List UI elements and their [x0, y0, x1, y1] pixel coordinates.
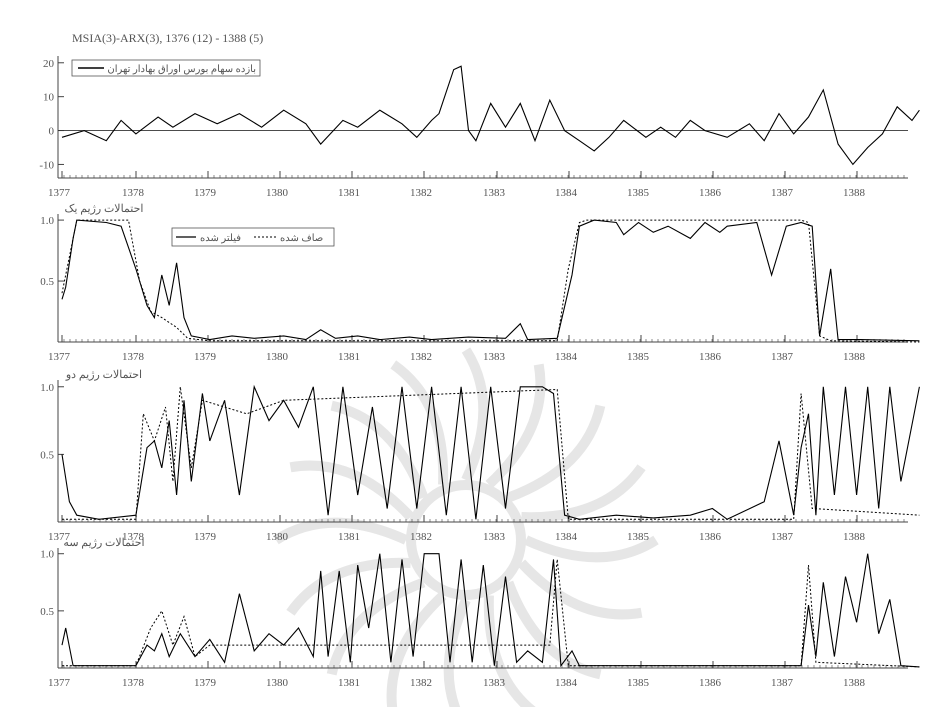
- x-tick-label: 1380: [266, 187, 289, 199]
- x-tick-label: 1385: [627, 351, 650, 363]
- legend: بازده سهام بورس اوراق بهادار تهران: [72, 60, 260, 76]
- panel-1: 1377 1378 1379 1380 1381 1382 1383 1384 1385 1386…: [39, 56, 919, 199]
- panel-2: 1377 1378 1379 1380 1381 1382 1383 1384 1385 1386…: [40, 203, 919, 363]
- series-line-filtered: [62, 66, 919, 164]
- x-tick-label: 1382: [410, 351, 432, 363]
- x-tick-label: 1385: [627, 677, 650, 689]
- x-tick-label: 1387: [771, 677, 794, 689]
- x-tick-label: 1383: [483, 677, 506, 689]
- y-tick-label: 0.5: [40, 276, 54, 288]
- x-tick-label: 1384: [555, 351, 578, 363]
- y-tick-label: -10: [39, 159, 54, 171]
- x-tick-label: 1384: [555, 677, 578, 689]
- panel-title: احتمالات رژیم یک: [65, 203, 144, 215]
- x-tick-label: 1387: [771, 187, 794, 199]
- x-tick-label: 1380: [266, 531, 289, 543]
- x-tick-label: 1377: [48, 677, 71, 689]
- x-tick-label: 1379: [194, 351, 217, 363]
- x-tick-label: 1386: [699, 187, 722, 199]
- x-tick-label: 1382: [410, 531, 432, 543]
- x-tick-label: 1378: [122, 677, 145, 689]
- panel-4: 1377 1378 1379 1380 1381 1382 1383 1384 1385 1386…: [40, 537, 919, 689]
- x-tick-label: 1381: [338, 677, 360, 689]
- x-tick-label: 1380: [266, 677, 289, 689]
- x-tick-label: 1378: [122, 187, 145, 199]
- x-tick-label: 1385: [627, 531, 650, 543]
- y-tick-label: 1.0: [40, 382, 54, 394]
- x-tick-label: 1388: [843, 187, 866, 199]
- figure-title: MSIA(3)-ARX(3), 1376 (12) - 1388 (5): [72, 31, 263, 45]
- x-tick-label: 1383: [483, 187, 506, 199]
- x-tick-label: 1378: [122, 351, 145, 363]
- legend-label: بازده سهام بورس اوراق بهادار تهران: [107, 64, 256, 75]
- x-tick-label: 1381: [338, 187, 360, 199]
- x-tick-label: 1381: [338, 351, 360, 363]
- x-tick-label: 1383: [483, 531, 506, 543]
- x-tick-label: 1377: [48, 351, 71, 363]
- x-tick-label: 1384: [555, 187, 578, 199]
- legend: فیلتر شده صاف شده: [172, 228, 334, 246]
- series-line-filtered: [62, 387, 919, 520]
- y-tick-label: 0: [49, 126, 55, 138]
- x-tick-label: 1386: [699, 351, 722, 363]
- y-tick-label: 1.0: [40, 215, 54, 227]
- x-tick-label: 1377: [48, 187, 71, 199]
- x-tick-label: 1384: [555, 531, 578, 543]
- x-tick-label: 1379: [194, 531, 217, 543]
- x-tick-label: 1380: [266, 351, 289, 363]
- y-tick-label: 0.5: [40, 449, 54, 461]
- y-tick-label: 10: [43, 92, 55, 104]
- panel-title: احتمالات رژیم دو: [65, 369, 142, 381]
- x-tick-label: 1386: [699, 531, 722, 543]
- legend-label-smoothed: صاف شده: [280, 233, 323, 244]
- y-tick-label: 0.5: [40, 606, 54, 618]
- x-tick-label: 1388: [843, 677, 866, 689]
- legend-label-filtered: فیلتر شده: [200, 233, 241, 244]
- panel-title: احتمالات رژیم سه: [63, 537, 144, 549]
- panel-3: 1377 1378 1379 1380 1381 1382 1383 1384 1385 1386…: [40, 369, 919, 543]
- x-tick-label: 1386: [699, 677, 722, 689]
- x-tick-label: 1382: [410, 677, 432, 689]
- x-tick-label: 1387: [771, 531, 794, 543]
- y-tick-label: 20: [43, 58, 55, 70]
- y-tick-label: 1.0: [40, 549, 54, 561]
- x-tick-label: 1383: [483, 351, 506, 363]
- x-tick-label: 1379: [194, 677, 217, 689]
- series-line-filtered: [62, 554, 919, 667]
- x-tick-label: 1388: [843, 351, 866, 363]
- x-tick-label: 1379: [194, 187, 217, 199]
- x-tick-label: 1387: [771, 351, 794, 363]
- x-tick-label: 1381: [338, 531, 360, 543]
- x-tick-label: 1388: [843, 531, 866, 543]
- x-tick-label: 1385: [627, 187, 650, 199]
- x-tick-label: 1382: [410, 187, 432, 199]
